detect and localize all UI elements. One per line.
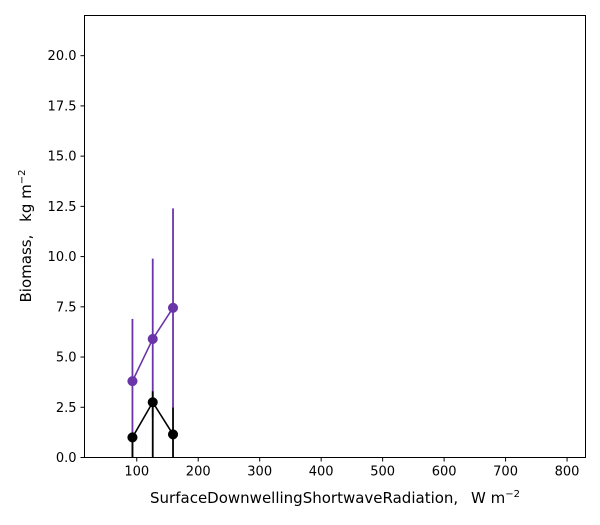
series-2 — [127, 391, 179, 458]
x-tick-label: 400 — [309, 465, 334, 480]
y-axis-label-text: Biomass, — [17, 235, 35, 303]
y-tick-label: 5.0 — [56, 351, 77, 366]
data-point — [127, 376, 138, 387]
x-axis-label-text: SurfaceDownwellingShortwaveRadiation, — [150, 489, 458, 507]
x-axis-unit-exponent: −2 — [505, 489, 520, 500]
x-tick-label: 300 — [247, 465, 272, 480]
data-point — [127, 432, 138, 443]
y-axis-label: Biomass, kg m−2 — [17, 170, 35, 303]
plot-frame — [84, 15, 586, 458]
y-tick-label: 0.0 — [56, 451, 77, 466]
series-1 — [127, 208, 179, 458]
y-axis-ticks: 0.0 2.5 5.0 7.5 10.0 12.5 15.0 17.5 20.0 — [48, 49, 85, 466]
x-tick-label: 700 — [493, 465, 518, 480]
plot-layer — [127, 208, 179, 458]
y-axis-unit: kg m — [17, 184, 35, 222]
data-point — [167, 429, 179, 440]
y-tick-label: 17.5 — [48, 99, 77, 114]
y-tick-label: 12.5 — [48, 200, 77, 215]
x-axis-label: SurfaceDownwellingShortwaveRadiation, W … — [150, 489, 520, 507]
data-point — [147, 397, 158, 408]
x-tick-label: 100 — [124, 465, 149, 480]
y-tick-label: 10.0 — [48, 250, 77, 265]
y-tick-label: 2.5 — [56, 401, 77, 416]
y-tick-label: 15.0 — [48, 150, 77, 165]
x-axis-unit: W m — [471, 489, 505, 507]
data-point — [167, 302, 179, 313]
x-tick-label: 500 — [370, 465, 395, 480]
x-tick-label: 200 — [186, 465, 211, 480]
y-tick-label: 20.0 — [48, 49, 77, 64]
y-axis-unit-exponent: −2 — [17, 170, 28, 185]
x-axis-ticks: 100 200 300 400 500 600 700 800 — [124, 457, 580, 480]
x-tick-label: 600 — [432, 465, 457, 480]
x-tick-label: 800 — [555, 465, 580, 480]
y-tick-label: 7.5 — [56, 300, 77, 315]
data-point — [147, 333, 158, 345]
